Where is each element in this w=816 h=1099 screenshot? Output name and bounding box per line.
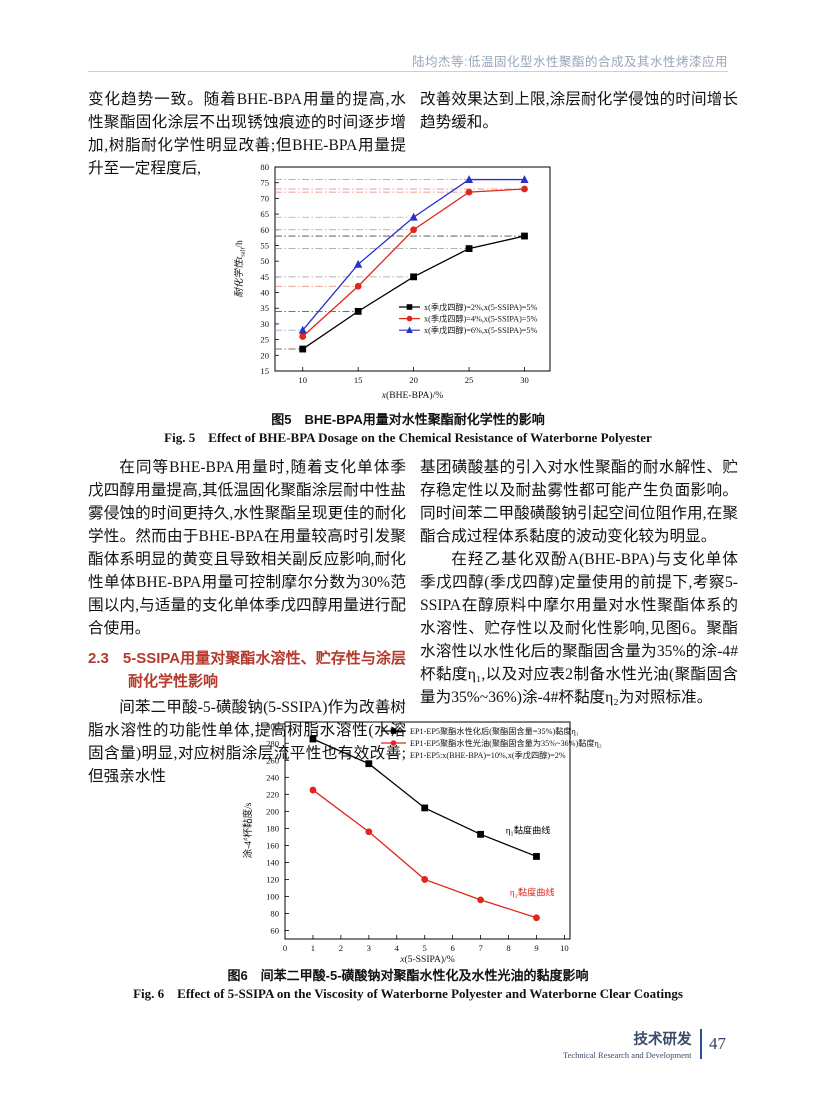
footer-section: 技术研发 Technical Research and Development	[563, 1028, 692, 1060]
svg-text:35: 35	[260, 303, 269, 313]
svg-text:120: 120	[266, 874, 279, 884]
column-left-top: 变化趋势一致。随着BHE-BPA用量的提高,水性聚酯固化涂层不出现锈蚀痕迹的时间…	[88, 88, 406, 180]
svg-text:η₂黏度曲线: η₂黏度曲线	[510, 887, 555, 898]
svg-text:9: 9	[534, 943, 538, 953]
svg-text:300: 300	[266, 721, 279, 731]
svg-text:x(季戊四醇)=6%,x(5-SSIPA)=5%: x(季戊四醇)=6%,x(5-SSIPA)=5%	[424, 325, 538, 335]
running-head-title: 陆均杰等:低温固化型水性聚酯的合成及其水性烤漆应用	[412, 55, 728, 69]
svg-text:160: 160	[266, 840, 279, 850]
svg-text:η₁黏度曲线: η₁黏度曲线	[506, 824, 551, 835]
svg-text:10: 10	[560, 943, 569, 953]
svg-text:3: 3	[367, 943, 371, 953]
column-left-middle: 在同等BHE-BPA用量时,随着支化单体季戊四醇用量提高,其低温固化聚酯涂层耐中…	[88, 456, 406, 788]
svg-text:20: 20	[409, 375, 418, 385]
svg-text:6: 6	[450, 943, 455, 953]
svg-text:240: 240	[266, 772, 279, 782]
svg-text:280: 280	[266, 738, 279, 748]
paragraph: 改善效果达到上限,涂层耐化学侵蚀的时间增长趋势缓和。	[420, 91, 738, 131]
svg-text:涂-4#杯黏度/s: 涂-4#杯黏度/s	[242, 802, 254, 858]
svg-text:2: 2	[339, 943, 343, 953]
svg-text:75: 75	[260, 178, 269, 188]
svg-text:100: 100	[266, 891, 279, 901]
fig6-caption-en: Fig. 6 Effect of 5-SSIPA on the Viscosit…	[133, 986, 683, 1001]
svg-text:x(季戊四醇)=2%,x(5-SSIPA)=5%: x(季戊四醇)=2%,x(5-SSIPA)=5%	[424, 302, 538, 312]
paragraph: 间苯二甲酸-5-磺酸钠(5-SSIPA)作为改善树脂水溶性的功能性单体,提高树脂…	[88, 699, 406, 785]
fig5-line-chart: 10 15 20 25 30 15 20 25 30 35 40 45 50 55 60 65 70 75 80 x(…	[233, 162, 551, 401]
svg-text:25: 25	[465, 375, 474, 385]
fig6-line-chart: 0 1 2 3 4 5 6 7 8 9 10 60 80 100 120 140 160 180 200 220 240…	[242, 721, 602, 965]
svg-text:80: 80	[260, 162, 269, 172]
svg-text:1: 1	[311, 943, 315, 953]
svg-text:x(5-SSIPA)/%: x(5-SSIPA)/%	[399, 954, 455, 965]
footer-section-cn: 技术研发	[633, 1032, 692, 1048]
svg-text:65: 65	[260, 209, 269, 219]
svg-text:200: 200	[266, 806, 279, 816]
svg-text:55: 55	[260, 240, 269, 250]
svg-text:40: 40	[260, 288, 269, 298]
column-right-middle: 基团磺酸基的引入对水性聚酯的耐水解性、贮存稳定性以及耐盐雾性都可能产生负面影响。…	[420, 456, 738, 709]
fig6-caption-cn: 图6 间苯二甲酸-5-磺酸钠对聚酯水性化及水性光油的黏度影响	[227, 968, 589, 983]
svg-text:20: 20	[260, 350, 269, 360]
section-heading-2-3: 2.3 5-SSIPA用量对聚酯水溶性、贮存性与涂层耐化学性影响	[88, 647, 406, 693]
svg-text:80: 80	[270, 908, 279, 918]
svg-text:7: 7	[478, 943, 483, 953]
svg-text:15: 15	[354, 375, 363, 385]
svg-text:260: 260	[266, 755, 279, 765]
fig5-caption-en: Fig. 5 Effect of BHE-BPA Dosage on the C…	[164, 430, 652, 445]
fig5-caption-cn: 图5 BHE-BPA用量对水性聚酯耐化学性的影响	[271, 412, 545, 427]
paragraph: 基团磺酸基的引入对水性聚酯的耐水解性、贮存稳定性以及耐盐雾性都可能产生负面影响。…	[420, 459, 738, 545]
svg-text:0: 0	[283, 943, 287, 953]
svg-text:180: 180	[266, 823, 279, 833]
svg-text:25: 25	[260, 335, 269, 345]
section-title: 5-SSIPA用量对聚酯水溶性、贮存性与涂层耐化学性影响	[122, 650, 406, 690]
svg-text:4: 4	[395, 943, 400, 953]
svg-text:140: 140	[266, 857, 279, 867]
page-footer: 技术研发 Technical Research and Development …	[563, 1028, 726, 1060]
svg-text:50: 50	[260, 256, 269, 266]
svg-text:15: 15	[260, 366, 269, 376]
column-right-top: 改善效果达到上限,涂层耐化学侵蚀的时间增长趋势缓和。	[420, 88, 738, 134]
svg-text:EP1-EP5聚酯水性光油(聚酯固含量为35%~36%)黏度: EP1-EP5聚酯水性光油(聚酯固含量为35%~36%)黏度η₂	[410, 738, 602, 748]
svg-text:10: 10	[298, 375, 307, 385]
svg-text:45: 45	[260, 272, 269, 282]
svg-text:耐化学性tsalt/h: 耐化学性tsalt/h	[233, 240, 247, 298]
svg-text:60: 60	[270, 925, 279, 935]
svg-text:70: 70	[260, 193, 269, 203]
svg-text:30: 30	[520, 375, 529, 385]
svg-text:5: 5	[423, 943, 427, 953]
svg-text:8: 8	[506, 943, 510, 953]
footer-divider-bar	[699, 1029, 702, 1059]
svg-text:x(BHE-BPA)/%: x(BHE-BPA)/%	[381, 390, 443, 401]
svg-text:EP1-EP5:x(BHE-BPA)=10%,x(季戊四醇): EP1-EP5:x(BHE-BPA)=10%,x(季戊四醇)=2%	[410, 750, 566, 760]
header-rule	[88, 71, 728, 72]
svg-text:30: 30	[260, 319, 269, 329]
svg-text:EP1-EP5聚酯水性化后(聚酯固含量=35%)黏度η₁: EP1-EP5聚酯水性化后(聚酯固含量=35%)黏度η₁	[410, 726, 579, 736]
paragraph: 在同等BHE-BPA用量时,随着支化单体季戊四醇用量提高,其低温固化聚酯涂层耐中…	[88, 459, 406, 637]
paragraph: 变化趋势一致。随着BHE-BPA用量的提高,水性聚酯固化涂层不出现锈蚀痕迹的时间…	[88, 91, 406, 177]
svg-text:x(季戊四醇)=4%,x(5-SSIPA)=5%: x(季戊四醇)=4%,x(5-SSIPA)=5%	[424, 314, 538, 324]
footer-section-en: Technical Research and Development	[562, 1050, 692, 1060]
svg-text:220: 220	[266, 789, 279, 799]
page-number: 47	[709, 1034, 726, 1053]
svg-text:60: 60	[260, 225, 269, 235]
section-number: 2.3	[88, 650, 109, 667]
paragraph: 在羟乙基化双酚A(BHE-BPA)与支化单体季戊四醇(季戊四醇)定量使用的前提下…	[420, 551, 738, 706]
